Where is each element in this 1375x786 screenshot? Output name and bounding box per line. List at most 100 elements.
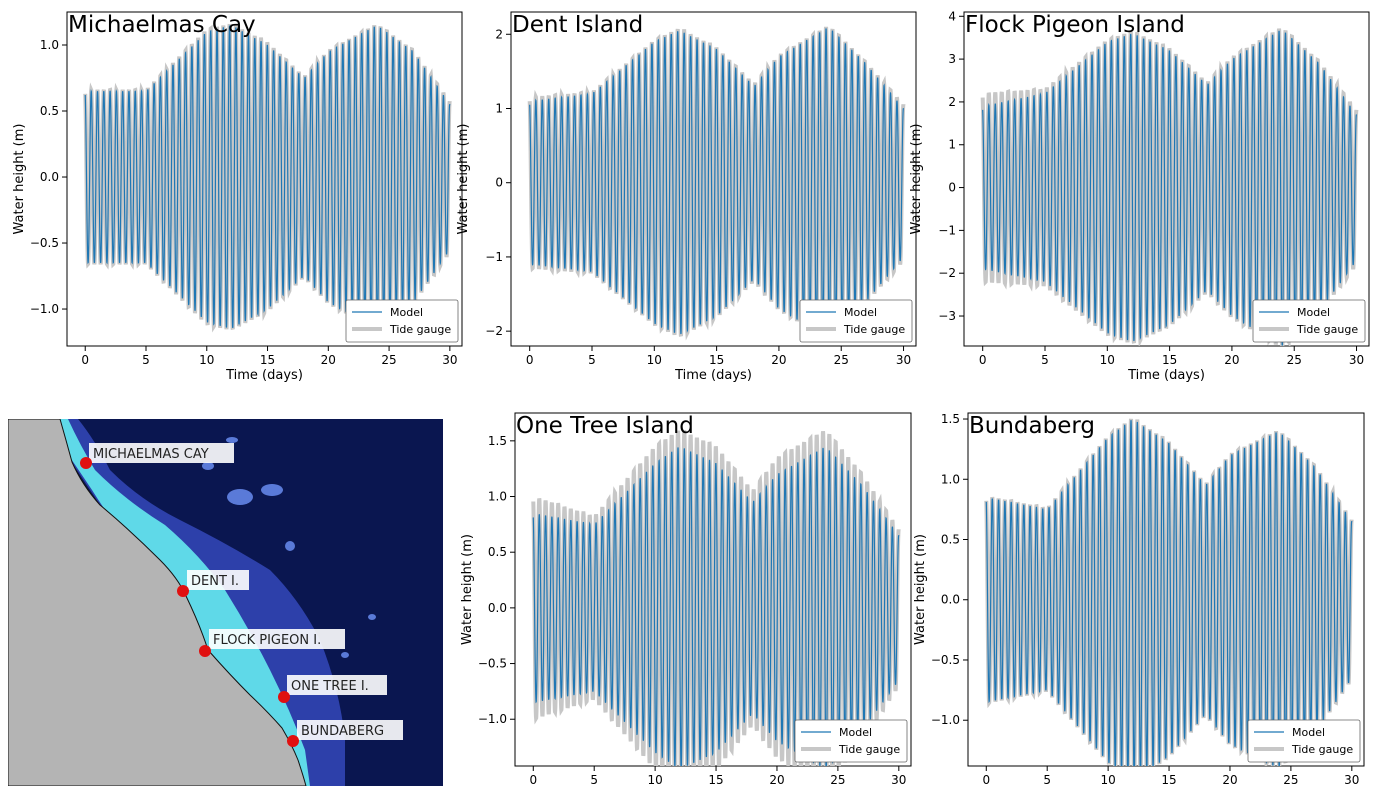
y-tick-label: −0.5	[478, 657, 507, 671]
x-tick-label: 5	[1043, 773, 1051, 786]
site-label: ONE TREE I.	[291, 679, 369, 694]
map-reef	[226, 437, 238, 443]
x-tick-label: 5	[1041, 353, 1049, 367]
x-tick-label: 10	[647, 773, 662, 786]
y-tick-label: 3	[948, 52, 956, 66]
x-tick-label: 0	[526, 353, 534, 367]
x-tick-label: 20	[321, 353, 336, 367]
map-reef	[261, 484, 283, 496]
legend: Model Tide gauge	[1252, 299, 1366, 343]
y-tick-label: −1	[938, 223, 956, 237]
chart-title: Bundaberg	[969, 413, 1095, 439]
site-label: MICHAELMAS CAY	[93, 447, 209, 462]
y-tick-label: 1	[495, 101, 503, 115]
site-flock-pigeon-island: FLOCK PIGEON I.	[199, 629, 345, 657]
y-tick-label: 0.0	[488, 601, 507, 615]
site-label: DENT I.	[191, 574, 239, 589]
y-tick-label: −2	[485, 324, 503, 338]
map-reef	[285, 541, 295, 551]
x-tick-label: 15	[1161, 773, 1176, 786]
x-tick-label: 30	[891, 773, 906, 786]
x-tick-label: 20	[769, 773, 784, 786]
chart-title: One Tree Island	[516, 413, 694, 439]
site-marker	[177, 585, 189, 597]
y-tick-label: 0	[495, 176, 503, 190]
x-tick-label: 5	[588, 353, 596, 367]
y-tick-label: 0.0	[941, 593, 960, 607]
y-tick-label: 0.0	[40, 170, 59, 184]
legend-tide-gauge-label: Tide gauge	[1296, 323, 1358, 336]
legend-tide-gauge-label: Tide gauge	[843, 323, 905, 336]
legend-model-label: Model	[839, 726, 872, 739]
legend-model-label: Model	[1292, 726, 1325, 739]
y-tick-label: −1	[485, 250, 503, 264]
chart-title: Dent Island	[512, 12, 643, 38]
y-tick-label: 4	[948, 9, 956, 23]
y-axis-label: Water height (m)	[909, 124, 924, 235]
x-tick-label: 10	[1100, 353, 1115, 367]
y-axis-label: Water height (m)	[456, 124, 471, 235]
x-tick-label: 10	[199, 353, 214, 367]
legend: Model Tide gauge	[799, 299, 913, 343]
x-tick-label: 25	[1287, 353, 1302, 367]
site-label: FLOCK PIGEON I.	[213, 633, 321, 648]
x-tick-label: 0	[982, 773, 990, 786]
y-tick-label: −0.5	[30, 236, 59, 250]
x-axis-label: Time (days)	[225, 368, 303, 383]
x-tick-label: 0	[529, 773, 537, 786]
site-marker	[287, 735, 299, 747]
y-tick-label: 0	[948, 181, 956, 195]
map-reef	[227, 489, 253, 505]
y-tick-label: −1.0	[478, 712, 507, 726]
series-model-line	[84, 25, 451, 329]
x-tick-label: 25	[830, 773, 845, 786]
legend: Model Tide gauge	[1247, 719, 1361, 763]
y-axis-label: Water height (m)	[12, 124, 27, 235]
legend-box	[794, 719, 908, 763]
site-map: MICHAELMAS CAY DENT I. FLOCK PIGEON I. O…	[8, 419, 443, 786]
map-land	[8, 419, 307, 786]
site-bundaberg: BUNDABERG	[287, 720, 403, 747]
y-tick-label: −2	[938, 266, 956, 280]
x-tick-label: 15	[1162, 353, 1177, 367]
legend-box	[1247, 719, 1361, 763]
legend-model-label: Model	[844, 306, 877, 319]
series-model-line	[982, 30, 1358, 346]
series-model-line	[529, 28, 905, 339]
y-tick-label: 0.5	[941, 533, 960, 547]
site-marker	[199, 645, 211, 657]
series-model-line	[985, 420, 1353, 766]
x-tick-label: 30	[442, 353, 457, 367]
site-dent-island: DENT I.	[177, 570, 249, 597]
x-tick-label: 20	[1222, 773, 1237, 786]
chart-title: Michaelmas Cay	[68, 12, 256, 38]
y-tick-label: −1.0	[30, 302, 59, 316]
y-tick-label: 1.5	[941, 412, 960, 426]
y-axis-label: Water height (m)	[460, 534, 475, 645]
legend: Model Tide gauge	[345, 299, 459, 343]
legend-tide-gauge-label: Tide gauge	[1291, 743, 1353, 756]
y-axis-label: Water height (m)	[913, 534, 928, 645]
chart-dent-island: 0 5 10 15 20 25 30 −2 −1 0 1 2 Time (days) Water heig…	[456, 11, 917, 383]
x-tick-label: 10	[1100, 773, 1115, 786]
y-tick-label: 1	[948, 138, 956, 152]
x-tick-label: 25	[834, 353, 849, 367]
y-tick-label: 0.5	[488, 545, 507, 559]
x-tick-label: 5	[142, 353, 150, 367]
legend-box	[799, 299, 913, 343]
y-tick-label: 1.0	[941, 472, 960, 486]
x-axis-label: Time (days)	[674, 368, 752, 383]
x-tick-label: 20	[1224, 353, 1239, 367]
x-tick-label: 15	[709, 353, 724, 367]
legend-model-label: Model	[1297, 306, 1330, 319]
y-tick-label: 0.5	[40, 104, 59, 118]
legend-tide-gauge-label: Tide gauge	[389, 323, 451, 336]
y-tick-label: −0.5	[931, 653, 960, 667]
y-tick-label: −1.0	[931, 713, 960, 727]
map-reef	[368, 614, 376, 620]
chart-flock-pigeon-island: 0 5 10 15 20 25 30 −3 −2 −1 0 1 2 3 4 Time (days) Water …	[909, 9, 1370, 383]
y-tick-label: −3	[938, 309, 956, 323]
